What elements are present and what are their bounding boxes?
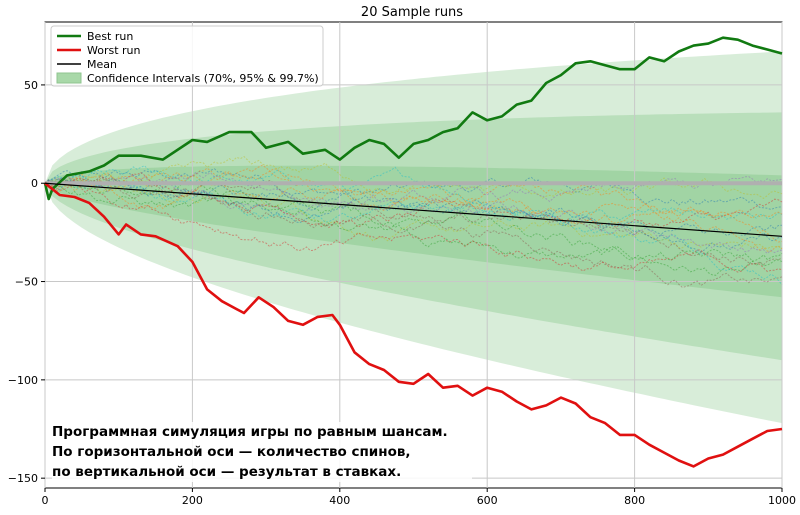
sample-run-line <box>44 180 783 262</box>
band-99-7 <box>45 51 782 424</box>
best-run-line <box>43 36 783 201</box>
y-tick-label: 50 <box>24 79 38 92</box>
sample-run-line <box>44 179 783 224</box>
mean-line <box>44 182 783 237</box>
caption: Программная симуляция игры по равным шан… <box>52 422 472 482</box>
confidence-bands <box>45 51 782 424</box>
caption-line-1: Программная симуляция игры по равным шан… <box>52 424 448 440</box>
y-tick-label: −150 <box>8 472 38 485</box>
worst-run-line <box>44 182 783 468</box>
sample-run-line <box>44 182 783 273</box>
y-axis-ticks: 50 0 −50 −100 −150 <box>8 79 45 485</box>
legend-label: Confidence Intervals (70%, 95% & 99.7%) <box>87 72 319 85</box>
legend-label: Mean <box>87 58 117 71</box>
x-tick-label: 600 <box>477 494 498 507</box>
sample-run-line <box>44 171 783 229</box>
legend-label: Best run <box>87 30 133 43</box>
sample-run-line <box>44 179 783 253</box>
x-tick-label: 0 <box>42 494 49 507</box>
caption-line-2: По горизонтальной оси — количество спино… <box>52 444 411 460</box>
legend-swatch <box>56 72 82 84</box>
sample-run-line <box>44 164 783 252</box>
sample-run-line <box>44 178 783 250</box>
legend-box <box>50 25 324 87</box>
x-tick-label: 800 <box>624 494 645 507</box>
y-tick-label: 0 <box>31 177 38 190</box>
sample-run-line <box>44 177 783 289</box>
legend-label: Worst run <box>87 44 141 57</box>
band-95 <box>45 112 782 361</box>
x-tick-label: 200 <box>182 494 203 507</box>
highlighted-runs <box>43 36 783 468</box>
x-axis-ticks: 0 200 400 600 800 1000 <box>42 488 796 507</box>
sample-run-line <box>44 181 783 219</box>
chart-title: 20 Sample runs <box>361 5 463 20</box>
y-tick-label: −100 <box>8 374 38 387</box>
x-tick-label: 400 <box>329 494 350 507</box>
sample-run-line <box>44 175 783 255</box>
caption-line-3: по вертикальной оси — результат в ставка… <box>52 464 402 480</box>
y-tick-label: −50 <box>15 276 38 289</box>
x-tick-label: 1000 <box>768 494 796 507</box>
band-70 <box>45 165 782 298</box>
sample-run-line <box>44 175 783 266</box>
sample-run-line <box>44 168 783 243</box>
